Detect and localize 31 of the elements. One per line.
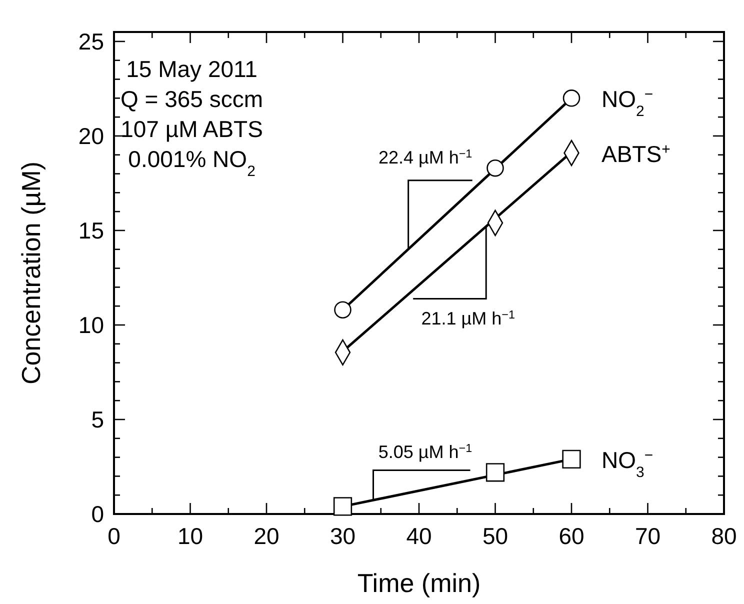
annotation: 22.4 µM h$^{−1}$ xyxy=(378,146,472,168)
annotation: 107 µM ABTS xyxy=(120,116,263,142)
point xyxy=(486,463,505,482)
legend-label: ABTS$^{+}$ xyxy=(602,140,670,167)
x-tick-label: 70 xyxy=(634,523,661,549)
annotation: 0.001% NO$_{2}$ xyxy=(128,146,256,180)
annotation: 21.1 µM h$^{−1}$ xyxy=(421,308,515,329)
y-tick-label: 5 xyxy=(91,406,104,432)
annotation: 15 May 2011 xyxy=(126,56,258,82)
x-tick-label: 0 xyxy=(108,523,120,549)
y-tick-label: 15 xyxy=(78,217,104,244)
point xyxy=(333,497,352,516)
annotation: 5.05 µM h$^{−1}$ xyxy=(378,442,472,462)
x-tick-label: 60 xyxy=(558,523,584,549)
x-tick-label: 80 xyxy=(711,523,737,549)
point xyxy=(562,90,580,107)
x-tick-label: 20 xyxy=(254,523,280,549)
point xyxy=(562,450,581,468)
y-tick-label: 25 xyxy=(78,28,104,54)
x-tick-label: 10 xyxy=(177,523,204,549)
point xyxy=(334,301,352,318)
point xyxy=(486,159,504,177)
x-tick-label: 50 xyxy=(482,523,508,549)
y-tick-label: 0 xyxy=(91,501,104,527)
y-axis-title: Concentration (µM) xyxy=(16,161,46,385)
y-tick-label: 10 xyxy=(78,312,104,338)
x-axis-title: Time (min) xyxy=(357,568,481,598)
y-tick-label: 20 xyxy=(78,122,104,149)
x-tick-label: 40 xyxy=(406,523,432,549)
x-tick-label: 30 xyxy=(330,523,356,549)
annotation: Q = 365 sccm xyxy=(120,86,264,112)
